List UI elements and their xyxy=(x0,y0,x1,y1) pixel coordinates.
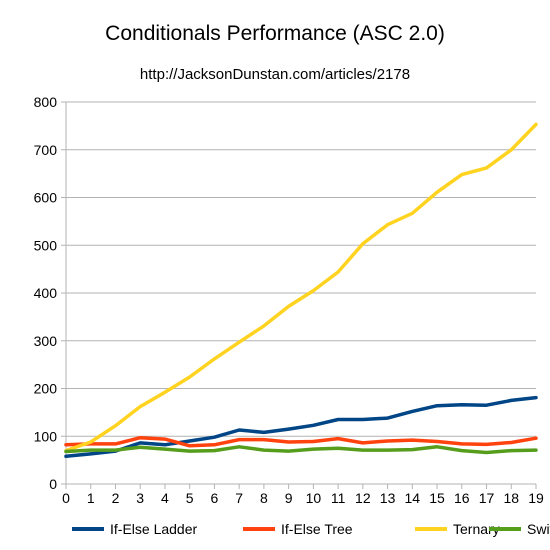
x-tick-label: 11 xyxy=(331,490,346,506)
legend-label: Switch xyxy=(527,521,550,537)
x-tick-label: 6 xyxy=(211,490,219,506)
x-tick-label: 1 xyxy=(87,490,95,506)
series-line xyxy=(64,395,538,459)
series-line xyxy=(64,435,538,448)
x-tick-label: 17 xyxy=(479,490,495,506)
x-tick-label: 2 xyxy=(112,490,120,506)
legend-label: If-Else Tree xyxy=(281,521,353,537)
x-tick-label: 19 xyxy=(528,490,544,506)
y-tick-label: 500 xyxy=(34,237,58,253)
y-tick-label: 300 xyxy=(34,333,58,349)
y-tick-label: 0 xyxy=(49,476,57,492)
x-tick-label: 15 xyxy=(429,490,445,506)
x-tick-label: 13 xyxy=(380,490,396,506)
x-tick-label: 7 xyxy=(235,490,243,506)
y-tick-label: 200 xyxy=(34,381,58,397)
legend-label: If-Else Ladder xyxy=(110,521,197,537)
chart-subtitle: http://JacksonDunstan.com/articles/2178 xyxy=(139,66,411,83)
x-tick-label: 8 xyxy=(260,490,268,506)
x-tick-label: 18 xyxy=(503,490,519,506)
x-axis-ticks: 0 1 2 3 4 5 6 7 8 9 10 11 12 13 14 15 16 17 18 19 xyxy=(62,484,544,506)
series-line xyxy=(64,445,538,455)
x-tick-label: 4 xyxy=(161,490,169,506)
series-lines xyxy=(64,122,538,459)
chart-title: Conditionals Performance (ASC 2.0) xyxy=(105,22,445,45)
x-tick-label: 10 xyxy=(306,490,322,506)
x-tick-label: 3 xyxy=(136,490,144,506)
legend-label: Ternary xyxy=(453,521,500,537)
y-axis-ticks: 0 100 200 300 400 500 600 700 800 xyxy=(34,94,66,492)
legend: If-Else Ladder If-Else Tree Ternary Switch xyxy=(72,521,550,537)
x-tick-label: 14 xyxy=(405,490,421,506)
x-tick-label: 5 xyxy=(186,490,194,506)
x-tick-label: 0 xyxy=(62,490,70,506)
x-tick-label: 9 xyxy=(285,490,293,506)
x-tick-label: 16 xyxy=(454,490,470,506)
x-tick-label: 12 xyxy=(355,490,371,506)
y-tick-label: 100 xyxy=(34,428,58,444)
y-tick-label: 400 xyxy=(34,285,58,301)
y-tick-label: 700 xyxy=(34,142,58,158)
y-tick-label: 800 xyxy=(34,94,58,110)
y-tick-label: 600 xyxy=(34,190,58,206)
series-line xyxy=(64,122,538,453)
